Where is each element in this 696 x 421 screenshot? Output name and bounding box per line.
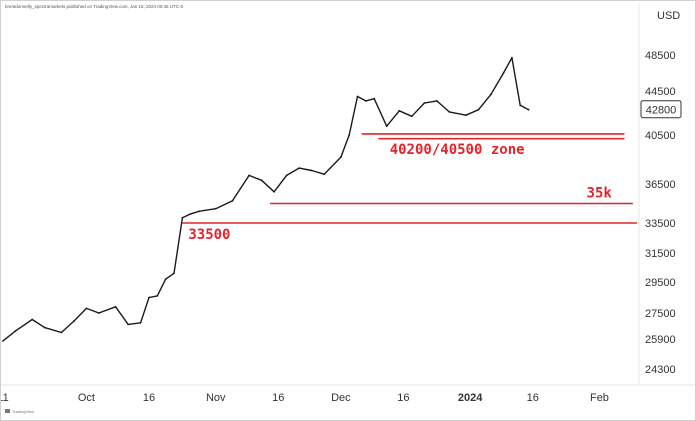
time-axis[interactable]: 11 Oct 16 Nov 16 Dec 16 2024 16 Feb bbox=[1, 392, 609, 404]
tradingview-logo: TradingView bbox=[5, 409, 34, 414]
last-price-label: 42800 bbox=[646, 105, 677, 117]
price-point bbox=[435, 100, 438, 102]
price-point bbox=[285, 174, 288, 177]
price-point bbox=[490, 93, 492, 96]
y-tick-label: 40500 bbox=[645, 130, 676, 142]
price-point bbox=[502, 72, 505, 74]
price-point bbox=[527, 108, 530, 111]
price-point bbox=[248, 174, 251, 177]
price-point bbox=[348, 134, 351, 136]
price-axis[interactable]: 24300 25900 27500 29500 31500 33500 36500 40500… bbox=[645, 50, 676, 376]
price-point bbox=[373, 97, 376, 100]
price-point bbox=[189, 213, 192, 215]
price-point bbox=[398, 109, 401, 112]
y-tick-label: 31500 bbox=[645, 248, 676, 260]
price-point bbox=[173, 272, 175, 275]
price-series bbox=[2, 56, 530, 342]
level-label: 40200/40500 zone bbox=[390, 142, 525, 158]
x-tick-label: 16 bbox=[143, 392, 155, 404]
price-point bbox=[519, 104, 522, 107]
y-tick-label: 44500 bbox=[645, 86, 676, 98]
price-point bbox=[198, 210, 200, 213]
price-point bbox=[139, 321, 142, 324]
x-tick-label: Nov bbox=[206, 392, 226, 404]
price-point bbox=[260, 179, 263, 182]
price-point bbox=[85, 307, 88, 310]
price-point bbox=[60, 331, 63, 334]
price-point bbox=[98, 312, 100, 314]
x-tick-label: 2024 bbox=[458, 392, 483, 404]
x-tick-label: 16 bbox=[272, 392, 284, 404]
price-point bbox=[2, 340, 4, 342]
price-point bbox=[465, 114, 467, 117]
level-label: 35k bbox=[587, 186, 613, 202]
price-point bbox=[298, 167, 300, 170]
price-point bbox=[181, 216, 184, 219]
price-point bbox=[477, 108, 480, 111]
price-point bbox=[43, 326, 46, 329]
price-point bbox=[31, 318, 34, 321]
x-tick-label: 11 bbox=[1, 392, 9, 404]
y-tick-label: 25900 bbox=[645, 334, 676, 346]
price-point bbox=[385, 125, 388, 128]
x-tick-label: 16 bbox=[397, 392, 409, 404]
price-point bbox=[365, 100, 367, 102]
y-tick-label: 27500 bbox=[645, 308, 676, 320]
y-tick-label: 48500 bbox=[645, 50, 676, 62]
x-tick-label: 16 bbox=[527, 392, 539, 404]
price-point bbox=[310, 169, 313, 172]
price-point bbox=[156, 295, 159, 297]
price-point bbox=[231, 200, 234, 202]
tradingview-logo-mark bbox=[5, 409, 10, 413]
y-tick-label: 24300 bbox=[645, 364, 676, 376]
last-price-box bbox=[640, 100, 682, 119]
price-point bbox=[127, 323, 129, 326]
currency-unit-label: USD bbox=[657, 10, 680, 22]
price-point bbox=[340, 156, 342, 159]
tradingview-watermark: TradingView bbox=[12, 409, 34, 414]
publisher-header: brentdonnelly_spectramarkets published o… bbox=[5, 4, 184, 9]
price-point bbox=[73, 320, 75, 322]
price-point bbox=[448, 111, 451, 113]
price-point bbox=[14, 330, 17, 332]
price-point bbox=[148, 296, 150, 299]
price-line bbox=[2, 57, 529, 342]
y-tick-label: 29500 bbox=[645, 277, 676, 289]
y-tick-label: 33500 bbox=[645, 218, 676, 230]
level-label: 33500 bbox=[188, 227, 230, 243]
price-point bbox=[356, 95, 359, 98]
support-levels bbox=[182, 133, 637, 224]
price-point bbox=[114, 305, 117, 308]
level-annotations: 40200/40500 zone 35k 33500 bbox=[188, 142, 612, 243]
x-tick-label: Feb bbox=[590, 392, 609, 404]
price-point bbox=[410, 115, 413, 118]
x-tick-label: Oct bbox=[78, 392, 95, 404]
last-price-marker: 42800 bbox=[640, 100, 682, 119]
price-point bbox=[511, 56, 513, 59]
y-tick-label: 36500 bbox=[645, 179, 676, 191]
price-point bbox=[323, 173, 326, 176]
price-point bbox=[423, 102, 426, 104]
price-point bbox=[164, 278, 167, 280]
price-point bbox=[214, 207, 217, 210]
x-tick-label: Dec bbox=[331, 392, 351, 404]
price-point bbox=[273, 190, 275, 193]
